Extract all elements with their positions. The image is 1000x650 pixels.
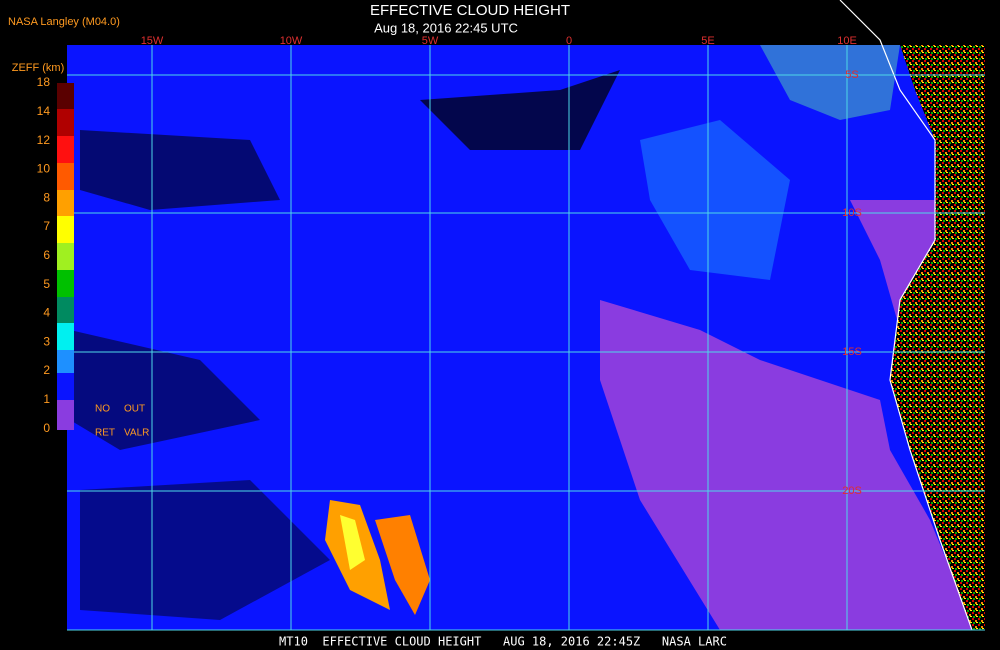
graticule bbox=[67, 45, 985, 631]
map-image bbox=[67, 0, 985, 631]
longitude-label: 10W bbox=[280, 35, 303, 47]
ret-label: RET bbox=[95, 428, 115, 439]
colorbar-tick-label: 1 bbox=[43, 392, 50, 406]
datetime: Aug 18, 2016 22:45 UTC bbox=[374, 20, 518, 35]
colorbar-tick-label: 6 bbox=[43, 248, 50, 262]
footer: MT10 EFFECTIVE CLOUD HEIGHT AUG 18, 2016… bbox=[279, 635, 727, 649]
longitude-label: 5W bbox=[422, 35, 439, 47]
valr-label: VALR bbox=[124, 428, 149, 439]
longitude-label: 15W bbox=[141, 35, 164, 47]
source-label: NASA Langley (M04.0) bbox=[8, 16, 120, 28]
colorbar-tick-label: 10 bbox=[37, 162, 51, 176]
colorbar-tick-label: 3 bbox=[43, 334, 50, 348]
colorbar-tick-label: 7 bbox=[43, 219, 50, 233]
colorbar-tick-label: 5 bbox=[43, 277, 50, 291]
out-label: OUT bbox=[124, 404, 145, 415]
title: EFFECTIVE CLOUD HEIGHT bbox=[370, 2, 570, 19]
colorbar-tick-label: 4 bbox=[43, 306, 50, 320]
longitude-label: 5E bbox=[701, 35, 714, 47]
latitude-label: 15S bbox=[842, 346, 862, 358]
latitude-label: 20S bbox=[842, 485, 862, 497]
longitude-label: 10E bbox=[837, 35, 857, 47]
latitude-label: 5S bbox=[845, 69, 858, 81]
colorbar-tick-label: 2 bbox=[43, 363, 50, 377]
longitude-label: 0 bbox=[566, 35, 572, 47]
colorbar-title: ZEFF (km) bbox=[12, 62, 65, 74]
latitude-label: 10S bbox=[842, 207, 862, 219]
colorbar-tick-label: 8 bbox=[43, 190, 50, 204]
colorbar-tick-label: 14 bbox=[37, 104, 51, 118]
colorbar bbox=[57, 83, 74, 430]
colorbar-tick-label: 0 bbox=[43, 421, 50, 435]
colorbar-tick-label: 18 bbox=[37, 75, 51, 89]
colorbar-tick-label: 12 bbox=[37, 133, 51, 147]
no-label: NO bbox=[95, 404, 110, 415]
